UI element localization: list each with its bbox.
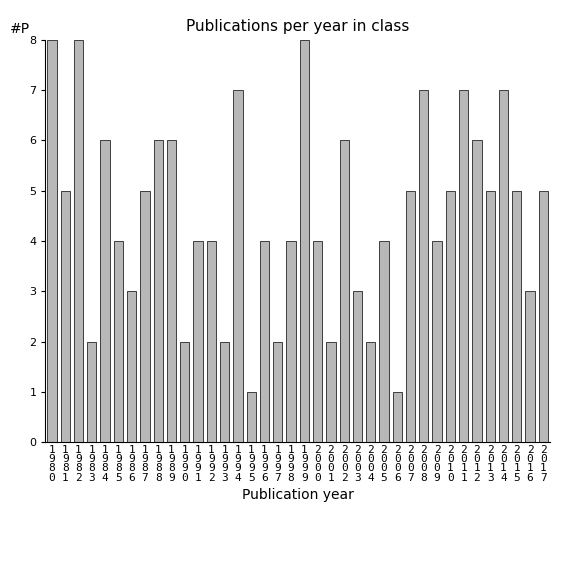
Bar bbox=[539, 191, 548, 442]
Bar bbox=[353, 291, 362, 442]
Bar bbox=[247, 392, 256, 442]
Bar bbox=[154, 141, 163, 442]
Bar bbox=[286, 241, 295, 442]
Bar bbox=[180, 341, 189, 442]
Title: Publications per year in class: Publications per year in class bbox=[186, 19, 409, 35]
Bar bbox=[140, 191, 150, 442]
Bar bbox=[392, 392, 402, 442]
Text: #P: #P bbox=[10, 22, 30, 36]
Bar bbox=[433, 241, 442, 442]
Bar bbox=[446, 191, 455, 442]
Bar bbox=[100, 141, 110, 442]
Bar bbox=[526, 291, 535, 442]
Bar bbox=[114, 241, 123, 442]
Bar bbox=[300, 40, 309, 442]
Bar bbox=[313, 241, 322, 442]
Bar bbox=[220, 341, 229, 442]
Bar bbox=[340, 141, 349, 442]
Bar bbox=[379, 241, 388, 442]
Bar bbox=[419, 90, 429, 442]
Bar bbox=[406, 191, 415, 442]
Bar bbox=[233, 90, 243, 442]
Bar bbox=[127, 291, 136, 442]
Bar bbox=[485, 191, 495, 442]
Bar bbox=[472, 141, 481, 442]
Bar bbox=[260, 241, 269, 442]
Bar bbox=[366, 341, 375, 442]
Bar bbox=[207, 241, 216, 442]
Bar bbox=[499, 90, 508, 442]
X-axis label: Publication year: Publication year bbox=[242, 488, 354, 502]
Bar bbox=[61, 191, 70, 442]
Bar bbox=[48, 40, 57, 442]
Bar bbox=[273, 341, 282, 442]
Bar bbox=[326, 341, 336, 442]
Bar bbox=[74, 40, 83, 442]
Bar bbox=[193, 241, 203, 442]
Bar bbox=[87, 341, 96, 442]
Bar bbox=[459, 90, 468, 442]
Bar bbox=[167, 141, 176, 442]
Bar bbox=[512, 191, 522, 442]
